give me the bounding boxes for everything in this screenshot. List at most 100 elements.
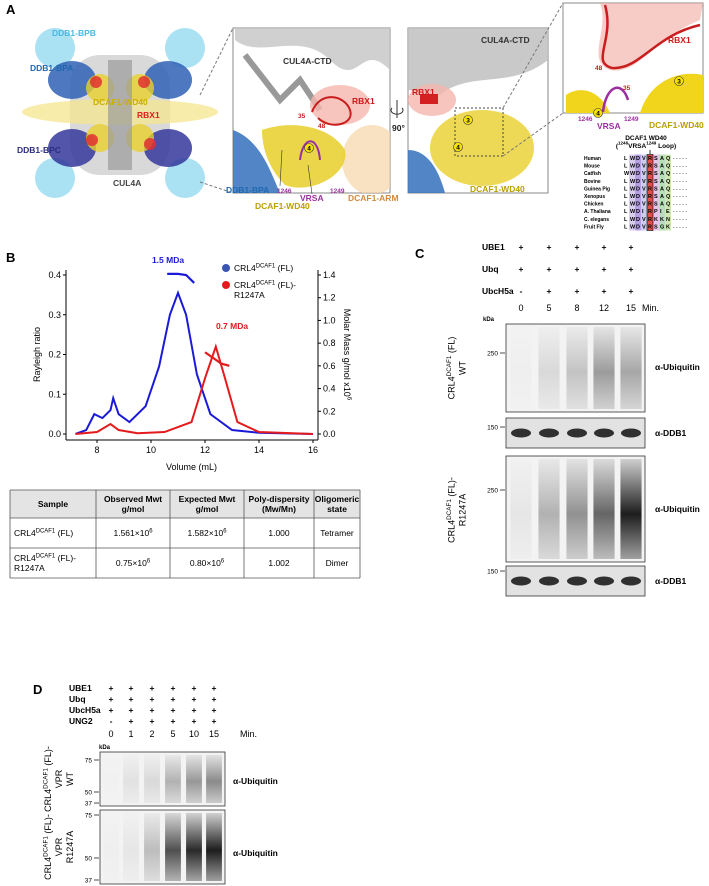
text-segment: WT [65, 772, 75, 786]
dcaf1-wd40 [262, 125, 346, 188]
text-segment: R1247A [14, 563, 45, 573]
reagent-sign: + [171, 694, 176, 704]
text-segment: 1.582×10 [187, 528, 223, 538]
blot-band [538, 576, 560, 586]
alignment-column [641, 154, 647, 231]
zoom-region [454, 107, 504, 157]
text-segment: 6 [221, 559, 225, 565]
reagent-sign: + [171, 716, 176, 726]
table-cell: 1.582×106 [187, 528, 227, 538]
reagent-sign: + [547, 242, 552, 252]
blot-smear [620, 459, 642, 559]
blot-smear [123, 813, 139, 881]
reagent-label: UBE1 [482, 242, 505, 252]
ddb1-bpa [233, 130, 280, 193]
species-label: Catfish [584, 171, 601, 177]
zoom-connector [199, 27, 234, 96]
annotation: 0.7 MDa [216, 321, 248, 331]
reagent-sign: + [602, 286, 607, 296]
table-header: Sample [38, 499, 69, 509]
rbx1-ribbon [598, 3, 703, 71]
kda-label: kDa [99, 745, 111, 751]
structure-label: VRSA [300, 193, 324, 203]
alignment-dashes: - - - - - [673, 202, 687, 208]
antibody-label: α-DDB1 [655, 576, 686, 586]
blot-smear [165, 755, 181, 803]
antibody-label: α-DDB1 [655, 428, 686, 438]
structure-label: RBX1 [412, 87, 435, 97]
text-segment: 6 [346, 397, 353, 401]
ddb1-bpc-density [48, 129, 96, 167]
text-segment: DCAF1 [43, 836, 50, 857]
alignment-dashes: - - - - - [673, 171, 687, 177]
text-segment: ( [616, 143, 619, 150]
table-cell: CRL4DCAF1 (FL) [14, 528, 73, 538]
blot-smear [186, 755, 202, 803]
y2-axis-title: Molar Mass g/mol x106 [342, 309, 353, 401]
structure-label: CUL4A-CTD [481, 35, 530, 45]
structure-label: DDB1-BPA [226, 185, 269, 195]
ddb1-bpb-density [35, 28, 75, 68]
blot-band [566, 428, 588, 438]
ddb1-bpc-density [144, 129, 192, 167]
text-segment: Poly-dispersity [249, 494, 310, 504]
rayleigh-line [75, 290, 314, 435]
y2-tick-label: 0.0 [323, 429, 336, 439]
reagent-sign: + [212, 716, 217, 726]
sequence: WWDVRSAQ [624, 171, 671, 177]
annotation: 1.5 MDa [152, 255, 184, 265]
dcaf1-wd40 [640, 73, 703, 113]
blade-label: 3 [466, 118, 470, 125]
blot [99, 809, 226, 885]
alignment-column [629, 154, 635, 231]
structure-label: DCAF1-WD40 [255, 201, 310, 211]
x-tick-label: 14 [254, 445, 264, 455]
blot-smear [144, 755, 160, 803]
alignment-subtitle: (1246VRSA1249 Loop) [616, 141, 676, 151]
table-cell: Tetramer [320, 528, 354, 538]
blot-band [593, 576, 615, 586]
marker-label: 250 [487, 488, 498, 495]
rbx1-ribbon [311, 96, 352, 126]
text-segment: 1249 [646, 141, 657, 146]
text-segment: CRL4 [43, 789, 53, 812]
table-cell: 1.002 [268, 558, 290, 568]
rbx1-density [90, 76, 102, 88]
y2-tick-label: 0.8 [323, 338, 336, 348]
sequence: LWDVRSAQ [624, 202, 671, 208]
zoom-connector [199, 181, 234, 194]
reagent-sign: + [212, 683, 217, 693]
reagent-sign: + [575, 286, 580, 296]
residue-label: 1246 [578, 116, 593, 123]
text-segment: DCAF1 [36, 554, 56, 560]
text-segment: VRSA [628, 143, 646, 150]
y-axis-title: Rayleigh ratio [32, 327, 42, 382]
text-segment: Observed Mwt [104, 494, 162, 504]
y2-tick-label: 1.2 [323, 293, 336, 303]
blade-label: 4 [307, 146, 311, 153]
ddb1-bpa-density [48, 61, 96, 99]
ddb1-bpa [408, 150, 445, 193]
text-segment: (FL)- [275, 280, 296, 290]
rbx1-density [138, 76, 150, 88]
species-label: Human [584, 156, 601, 162]
time-label: 1 [128, 729, 133, 739]
species-label: Xenopus [584, 194, 605, 200]
x-tick-label: 10 [146, 445, 156, 455]
panel-label: B [6, 250, 15, 265]
sample-label: CRL4DCAF1 (FL)-VPRWT [43, 746, 76, 812]
text-segment: Loop) [656, 143, 676, 150]
structure-label: CUL4A [113, 178, 141, 188]
reagent-sign: + [212, 694, 217, 704]
time-unit: Min. [642, 303, 659, 313]
marker-label: 75 [85, 813, 93, 820]
cul4a-ribbon [235, 28, 390, 70]
text-segment: DCAF1 [36, 529, 56, 535]
species-label: Mouse [584, 164, 600, 170]
species-label: Chicken [584, 202, 603, 208]
structure-label: RBX1 [668, 35, 691, 45]
blade-marker [304, 143, 314, 153]
text-segment: R1247A [458, 494, 468, 527]
reagent-label: UBE1 [69, 683, 92, 693]
reagent-sign: + [109, 694, 114, 704]
